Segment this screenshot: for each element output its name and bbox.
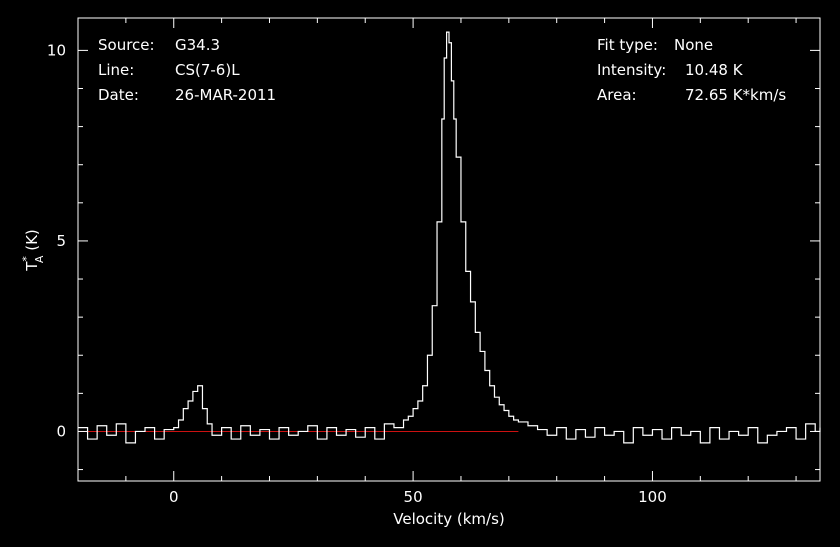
y-axis-label-sub: A — [33, 255, 46, 263]
x-axis-label: Velocity (km/s) — [393, 510, 504, 528]
y-axis-label-unit: (K) — [23, 229, 41, 255]
x-tick-label: 50 — [404, 488, 423, 506]
header-left-key: Date: — [98, 86, 139, 104]
header-right-value: 10.48 K — [685, 61, 744, 79]
header-left-value: G34.3 — [175, 36, 220, 54]
x-tick-label: 0 — [169, 488, 179, 506]
x-tick-label: 100 — [638, 488, 667, 506]
header-right-key: Intensity: — [597, 61, 666, 79]
header-right-key: Area: — [597, 86, 637, 104]
header-left-value: 26-MAR-2011 — [175, 86, 276, 104]
header-right-key: Fit type: — [597, 36, 658, 54]
header-right-value: None — [674, 36, 713, 54]
y-tick-label: 0 — [56, 422, 66, 440]
y-axis-label-sup: * — [20, 256, 33, 262]
y-axis-label: T*A (K) — [20, 229, 46, 272]
y-axis-label-main: T — [23, 261, 41, 272]
y-tick-label: 10 — [47, 41, 66, 59]
y-tick-label: 5 — [56, 232, 66, 250]
header-left-value: CS(7-6)L — [175, 61, 240, 79]
plot-frame — [77, 17, 821, 482]
header-right-value: 72.65 K*km/s — [685, 86, 786, 104]
spectrum-series-line — [78, 31, 821, 444]
header-left-key: Source: — [98, 36, 155, 54]
header-left-key: Line: — [98, 61, 134, 79]
